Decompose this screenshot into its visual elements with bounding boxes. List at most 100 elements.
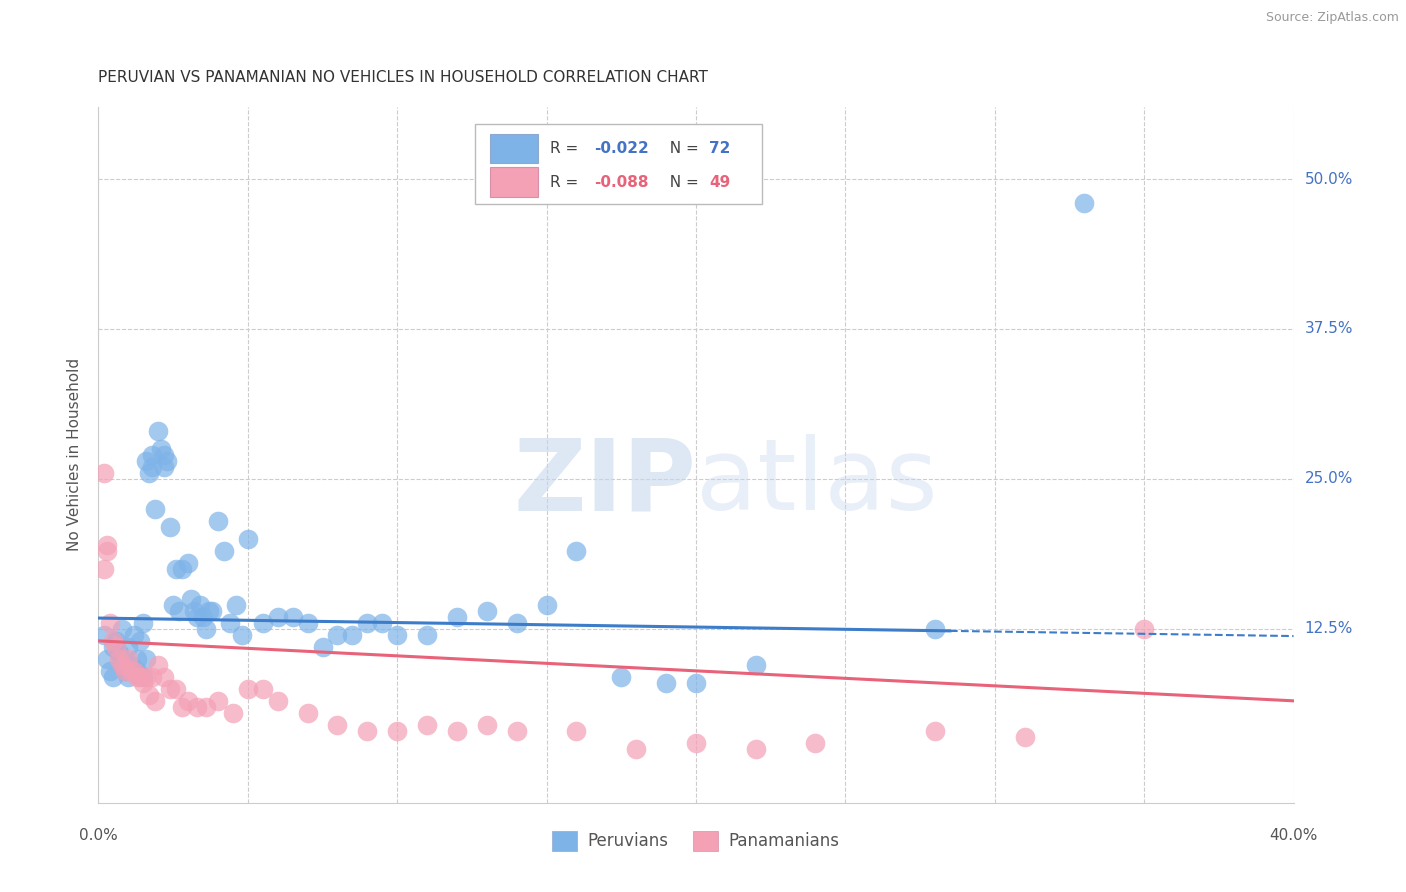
Point <box>219 615 242 630</box>
Point <box>165 562 187 576</box>
Point <box>267 694 290 708</box>
Point <box>685 676 707 690</box>
Point <box>172 562 194 576</box>
Point <box>153 448 176 462</box>
Point <box>114 664 136 678</box>
Point <box>924 723 946 738</box>
Point <box>117 652 139 666</box>
Point <box>105 640 128 654</box>
Point <box>159 681 181 696</box>
Point <box>135 652 157 666</box>
FancyBboxPatch shape <box>475 124 762 204</box>
Point <box>167 604 190 618</box>
Point <box>114 664 136 678</box>
Point <box>506 723 529 738</box>
Text: 37.5%: 37.5% <box>1305 321 1353 336</box>
Point <box>475 604 498 618</box>
Point <box>536 598 558 612</box>
Point <box>129 633 152 648</box>
Y-axis label: No Vehicles in Household: No Vehicles in Household <box>67 359 83 551</box>
Point <box>183 604 205 618</box>
Point <box>198 604 221 618</box>
Text: Source: ZipAtlas.com: Source: ZipAtlas.com <box>1265 11 1399 24</box>
Point <box>156 454 179 468</box>
Point <box>356 615 378 630</box>
Point <box>207 694 229 708</box>
Point <box>685 736 707 750</box>
Point <box>127 652 149 666</box>
Text: R =: R = <box>550 141 583 156</box>
Point <box>191 610 214 624</box>
Point <box>162 598 184 612</box>
Text: atlas: atlas <box>696 434 938 532</box>
Point <box>267 610 290 624</box>
Point <box>111 657 134 672</box>
Text: R =: R = <box>550 175 583 189</box>
Point <box>222 706 245 720</box>
Point <box>236 681 259 696</box>
Text: N =: N = <box>661 175 704 189</box>
Point <box>127 670 149 684</box>
Point <box>96 652 118 666</box>
Point <box>148 424 170 438</box>
Point <box>93 628 115 642</box>
Text: N =: N = <box>661 141 704 156</box>
Point <box>141 459 163 474</box>
Point <box>153 670 176 684</box>
Point <box>117 640 139 654</box>
Text: 12.5%: 12.5% <box>1305 622 1353 636</box>
Point <box>120 657 142 672</box>
Point <box>132 615 155 630</box>
Point <box>111 657 134 672</box>
Point <box>416 628 439 642</box>
Point <box>416 718 439 732</box>
Point <box>924 622 946 636</box>
Point <box>186 610 208 624</box>
Point <box>135 670 157 684</box>
Point <box>129 670 152 684</box>
Point <box>132 676 155 690</box>
Point <box>98 615 122 630</box>
Point <box>132 670 155 684</box>
Point <box>201 604 224 618</box>
Point <box>297 615 319 630</box>
Point <box>356 723 378 738</box>
Point <box>225 598 247 612</box>
Point <box>804 736 827 750</box>
Text: 49: 49 <box>709 175 730 189</box>
Point <box>624 741 647 756</box>
Point <box>385 723 409 738</box>
Point <box>610 670 633 684</box>
Point <box>1073 196 1095 211</box>
Legend: Peruvians, Panamanians: Peruvians, Panamanians <box>543 822 849 861</box>
Point <box>297 706 319 720</box>
Point <box>141 448 163 462</box>
Point <box>93 466 115 480</box>
Point <box>236 532 259 546</box>
Point <box>207 514 229 528</box>
Point <box>177 694 200 708</box>
Point <box>1133 622 1156 636</box>
Point <box>96 544 118 558</box>
Point <box>326 718 349 732</box>
Point <box>186 699 208 714</box>
Point <box>105 633 128 648</box>
Point <box>124 664 146 678</box>
Point <box>371 615 394 630</box>
Point <box>655 676 678 690</box>
Text: 50.0%: 50.0% <box>1305 171 1353 186</box>
Text: -0.088: -0.088 <box>595 175 650 189</box>
Point <box>745 741 768 756</box>
Point <box>252 615 274 630</box>
Point <box>188 598 211 612</box>
Text: 0.0%: 0.0% <box>79 828 118 843</box>
Point <box>475 718 498 732</box>
Point <box>446 723 468 738</box>
Point <box>159 520 181 534</box>
Point <box>103 640 125 654</box>
Point <box>153 459 176 474</box>
Point <box>446 610 468 624</box>
Point <box>172 699 194 714</box>
Point <box>127 664 149 678</box>
Point <box>135 454 157 468</box>
